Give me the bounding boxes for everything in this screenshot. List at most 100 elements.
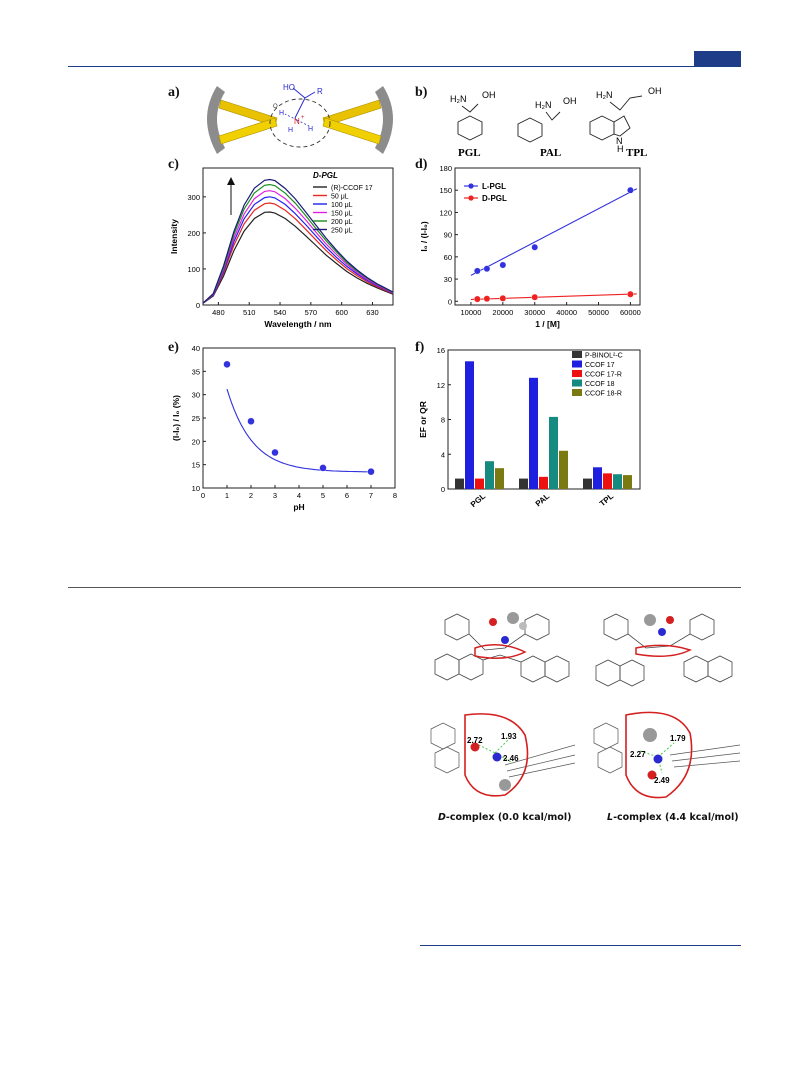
tpl-pyrrole-ring-shape [613, 115, 631, 137]
panel-label-e: e) [168, 340, 179, 355]
ammonium-label: N [294, 117, 300, 126]
x-tick-label: 8 [393, 491, 397, 500]
left-bracket-shape [207, 86, 225, 154]
legend-label-1: CCOF 17 [585, 362, 615, 369]
y-tick-label: 100 [187, 265, 200, 274]
y-tick-label: 200 [187, 229, 200, 238]
y-tick-label: 15 [192, 461, 200, 470]
x-axis-label: 1 / [M] [535, 319, 560, 329]
d-distance-1: 2.72 [467, 736, 483, 745]
caption-d-complex: D-complex (0.0 kcal/mol) [438, 812, 572, 823]
data-point-0 [473, 267, 481, 275]
category-label: PGL [469, 492, 487, 510]
legend-swatch-4 [572, 389, 582, 396]
data-point [223, 360, 231, 369]
category-label: TPL [598, 492, 615, 509]
x-tick-label: 600 [335, 308, 348, 317]
panel-label-a: a) [168, 85, 180, 100]
hydrogen-label-1: H [279, 110, 284, 117]
x-tick-label: 20000 [492, 308, 513, 317]
y-tick-label: 30 [444, 275, 452, 284]
category-label: PAL [534, 492, 552, 509]
trend-arrow-head [227, 177, 235, 185]
y-tick-label: 12 [437, 381, 445, 390]
y-tick-label: 8 [441, 416, 445, 425]
y-tick-label: 300 [187, 193, 200, 202]
legend-label-3: CCOF 18 [585, 381, 615, 388]
bar-pal-1 [529, 377, 538, 489]
y-tick-label: 120 [439, 208, 452, 217]
series-line-5 [202, 178, 394, 304]
x-axis-label: pH [293, 502, 304, 512]
series-line-2 [202, 196, 394, 304]
fit-curve [226, 388, 372, 473]
pal-phenyl-ring-shape [517, 117, 543, 143]
x-tick-label: 40000 [556, 308, 577, 317]
legend-label-1: D-PGL [482, 194, 507, 203]
legend-label-2: 100 μL [331, 202, 353, 209]
bar-tpl-1 [593, 467, 602, 489]
series-line-1 [202, 202, 394, 304]
chart-f-enantioselectivity: 0 4 8 12 16 EF or QR PGL PAL TPL P-BINOL²-C CCOF 1… [418, 346, 641, 510]
legend-label-5: 250 μL [331, 227, 353, 234]
model-d-side-view: 2.72 1.93 2.46 [430, 713, 575, 797]
y-tick-label: 25 [192, 414, 200, 423]
bar-tpl-4 [623, 475, 632, 489]
crown-ether-ring [269, 98, 331, 148]
compound-structures: H₂N OH PGL H₂N OH PAL H₂N OH N H TPL [450, 86, 662, 159]
bar-pgl-1 [465, 361, 474, 489]
data-point [271, 448, 279, 457]
plot-frame [202, 167, 394, 306]
series-line-0 [202, 211, 394, 304]
x-tick-label: 540 [274, 308, 287, 317]
x-tick-label: 5 [321, 491, 325, 500]
pgl-amine-label: H₂N [450, 94, 467, 104]
right-rods-shape [322, 99, 382, 145]
y-tick-label: 90 [444, 231, 452, 240]
legend-label-0: L-PGL [482, 182, 506, 191]
bar-tpl-0 [583, 478, 592, 489]
fit-line-1 [470, 293, 637, 300]
x-tick-label: 0 [201, 491, 205, 500]
legend-swatch-3 [572, 379, 582, 387]
panel-label-f: f) [415, 340, 425, 355]
x-tick-label: 570 [305, 308, 318, 317]
legend-title: D-PGL [313, 171, 338, 180]
y-tick-label: 30 [192, 391, 200, 400]
d-distance-3: 2.46 [503, 754, 519, 763]
y-tick-label: 10 [192, 484, 200, 493]
legend-swatch-0 [572, 351, 582, 358]
x-tick-label: 10000 [461, 308, 482, 317]
pgl-phenyl-ring-shape [457, 115, 483, 141]
legend-swatch-2 [572, 370, 582, 377]
fit-line-0 [470, 188, 638, 276]
y-tick-label: 16 [437, 346, 445, 355]
l-distance-1: 2.27 [630, 750, 646, 759]
data-point-1 [499, 294, 507, 302]
panel-label-c: c) [168, 157, 179, 172]
data-point-0 [531, 243, 539, 251]
tpl-hydroxyl-label: OH [648, 86, 662, 96]
pgl-hydroxyl-label: OH [482, 90, 496, 100]
data-point [319, 464, 327, 472]
data-point-1 [627, 290, 634, 298]
series-line-4 [202, 183, 394, 304]
data-point-0 [627, 186, 634, 194]
legend-label-4: 200 μL [331, 219, 353, 226]
scheme-crown-ether-complex: HO R H N + H H O [207, 83, 393, 154]
charge-label: + [301, 115, 305, 121]
x-tick-label: 30000 [524, 308, 545, 317]
legend-label-3: 150 μL [331, 210, 353, 217]
x-tick-label: 1 [225, 491, 229, 500]
y-axis-label: (I-I₀) / I₀ (%) [171, 395, 181, 441]
legend-label-1: 50 μL [331, 193, 349, 200]
legend-label-0: P-BINOL²-C [585, 353, 623, 360]
x-tick-label: 6 [345, 491, 349, 500]
chart-d-benesi-hildebrand: 10000 20000 30000 40000 50000 60000 0 30 60 90 120… [419, 164, 641, 329]
header-rule [68, 66, 741, 67]
data-point [367, 467, 375, 476]
legend-label-4: CCOF 18-R [585, 391, 622, 398]
pgl-name: PGL [458, 147, 481, 159]
hydrogen-label-3: H [308, 126, 313, 133]
plot-frame [454, 167, 641, 306]
